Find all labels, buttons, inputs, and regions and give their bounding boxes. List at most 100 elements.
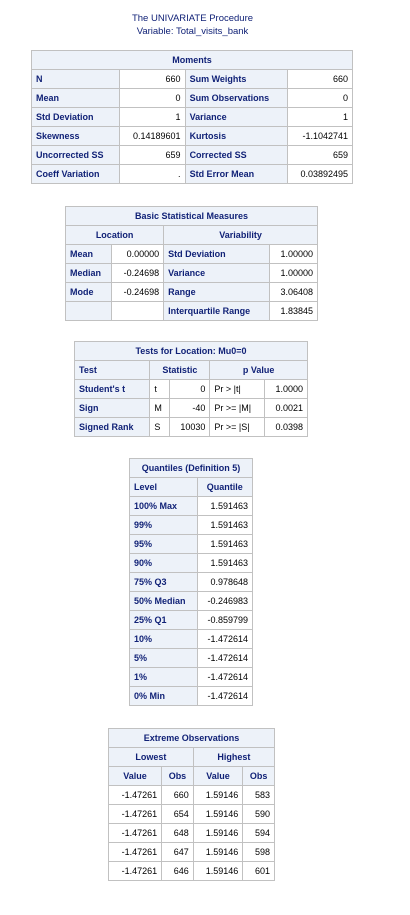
moment-value: 1 xyxy=(286,107,354,127)
table-row: Mean 0.00000 Std Deviation 1.00000 xyxy=(64,244,319,264)
tests-body: Student's t t 0 Pr > |t| 1.0000 Sign M -40 Pr >=… xyxy=(73,379,309,437)
highest-obs-header: Obs xyxy=(242,766,275,786)
highest-obs: 583 xyxy=(242,785,275,805)
table-row: Skewness 0.14189601 Kurtosis -1.1042741 xyxy=(30,126,354,146)
highest-group-header: Highest xyxy=(192,747,276,767)
statistic-value: 10030 xyxy=(168,417,211,437)
pvalue-value: 0.0398 xyxy=(263,417,309,437)
extreme-body: -1.47261 660 1.59146 583 -1.47261 654 1.59146 5… xyxy=(107,785,275,881)
moment-label: Variance xyxy=(184,107,288,127)
table-row: -1.47261 648 1.59146 594 xyxy=(107,823,275,843)
lowest-value: -1.47261 xyxy=(107,861,163,881)
table-row: Coeff Variation. Std Error Mean 0.03892495 xyxy=(30,164,354,184)
moment-value: 1 xyxy=(119,107,186,127)
table-row: Median -0.24698 Variance 1.00000 xyxy=(64,263,319,283)
quantile-column-header: Quantile xyxy=(196,477,254,497)
moment-value: 660 xyxy=(119,69,186,89)
lowest-group-header: Lowest xyxy=(108,747,194,767)
lowest-value: -1.47261 xyxy=(107,804,163,824)
table-row: 90% 1.591463 xyxy=(129,553,254,573)
location-label: Mean xyxy=(64,244,113,264)
moments-table: Moments N 660 Sum Weights 660 Mean 0 Sum Obser… xyxy=(30,50,354,184)
moment-value: -1.1042741 xyxy=(286,126,354,146)
highest-value: 1.59146 xyxy=(192,804,244,824)
table-row: Sign M -40 Pr >= |M| 0.0021 xyxy=(73,398,309,418)
quantile-value: 1.591463 xyxy=(196,553,254,573)
statistic-symbol: M xyxy=(149,398,170,418)
quantile-level: 75% Q3 xyxy=(129,572,198,592)
moment-label: Mean xyxy=(30,88,121,108)
statistic-column-header: Statistic xyxy=(149,360,211,380)
pvalue-column-header: p Value xyxy=(209,360,308,380)
basic-measures-caption: Basic Statistical Measures xyxy=(65,206,318,226)
quantiles-caption: Quantiles (Definition 5) xyxy=(129,458,253,478)
moment-label: Skewness xyxy=(30,126,121,146)
quantiles-body: 100% Max 1.591463 99% 1.591463 95% 1.591463 90… xyxy=(129,496,254,706)
basic-measures-table: Basic Statistical Measures Location Vari… xyxy=(64,206,319,321)
tests-caption: Tests for Location: Mu0=0 xyxy=(74,341,308,361)
quantile-level: 0% Min xyxy=(129,686,198,706)
table-row: N 660 Sum Weights 660 xyxy=(30,69,354,89)
quantile-level: 5% xyxy=(129,648,198,668)
highest-value: 1.59146 xyxy=(192,785,244,805)
location-label: Mode xyxy=(64,282,113,302)
moment-value: 659 xyxy=(286,145,354,165)
variability-value: 1.00000 xyxy=(268,263,319,283)
table-row: 5% -1.472614 xyxy=(129,648,254,668)
table-row: -1.47261 646 1.59146 601 xyxy=(107,861,275,881)
table-row: 95% 1.591463 xyxy=(129,534,254,554)
table-row: 0% Min -1.472614 xyxy=(129,686,254,706)
test-name: Sign xyxy=(73,398,151,418)
moments-caption: Moments xyxy=(31,50,353,70)
moment-label: Coeff Variation xyxy=(30,164,121,184)
quantile-level: 90% xyxy=(129,553,198,573)
moment-value: 0 xyxy=(119,88,186,108)
moment-label: Uncorrected SS xyxy=(30,145,121,165)
moment-label: Std Deviation xyxy=(30,107,121,127)
highest-value: 1.59146 xyxy=(192,823,244,843)
lowest-obs: 646 xyxy=(161,861,194,881)
quantile-value: 1.591463 xyxy=(196,515,254,535)
location-value xyxy=(111,301,165,321)
basic-measures-body: Mean 0.00000 Std Deviation 1.00000 Median -0.… xyxy=(64,244,319,321)
statistic-symbol: t xyxy=(149,379,170,399)
table-row: 25% Q1 -0.859799 xyxy=(129,610,254,630)
variability-label: Std Deviation xyxy=(163,244,270,264)
procedure-title: The UNIVARIATE Procedure xyxy=(131,13,254,24)
quantile-value: -1.472614 xyxy=(196,629,254,649)
quantile-level: 25% Q1 xyxy=(129,610,198,630)
lowest-obs: 647 xyxy=(161,842,194,862)
highest-value: 1.59146 xyxy=(192,842,244,862)
location-value: 0.00000 xyxy=(111,244,165,264)
extreme-caption: Extreme Observations xyxy=(108,728,275,748)
level-column-header: Level xyxy=(129,477,198,497)
location-group-header: Location xyxy=(64,225,165,245)
lowest-obs: 660 xyxy=(161,785,194,805)
quantile-value: 1.591463 xyxy=(196,496,254,516)
variability-group-header: Variability xyxy=(163,225,318,245)
quantile-value: -0.859799 xyxy=(196,610,254,630)
highest-value: 1.59146 xyxy=(192,861,244,881)
table-row: 99% 1.591463 xyxy=(129,515,254,535)
table-row: Interquartile Range 1.83845 xyxy=(64,301,319,321)
test-name: Student's t xyxy=(73,379,151,399)
variability-value: 3.06408 xyxy=(268,282,319,302)
quantile-value: -0.246983 xyxy=(196,591,254,611)
quantile-level: 95% xyxy=(129,534,198,554)
table-row: -1.47261 660 1.59146 583 xyxy=(107,785,275,805)
variability-value: 1.83845 xyxy=(268,301,319,321)
quantile-value: -1.472614 xyxy=(196,667,254,687)
quantile-value: 1.591463 xyxy=(196,534,254,554)
table-row: 75% Q3 0.978648 xyxy=(129,572,254,592)
table-row: 10% -1.472614 xyxy=(129,629,254,649)
statistic-value: -40 xyxy=(168,398,211,418)
moment-value: 0 xyxy=(286,88,354,108)
quantile-level: 10% xyxy=(129,629,198,649)
quantile-level: 1% xyxy=(129,667,198,687)
moment-label: Std Error Mean xyxy=(184,164,288,184)
moment-value: . xyxy=(119,164,186,184)
highest-obs: 590 xyxy=(242,804,275,824)
extreme-observations-table: Extreme Observations Lowest Highest Valu… xyxy=(107,728,276,881)
location-label: Median xyxy=(64,263,113,283)
lowest-obs-header: Obs xyxy=(161,766,194,786)
